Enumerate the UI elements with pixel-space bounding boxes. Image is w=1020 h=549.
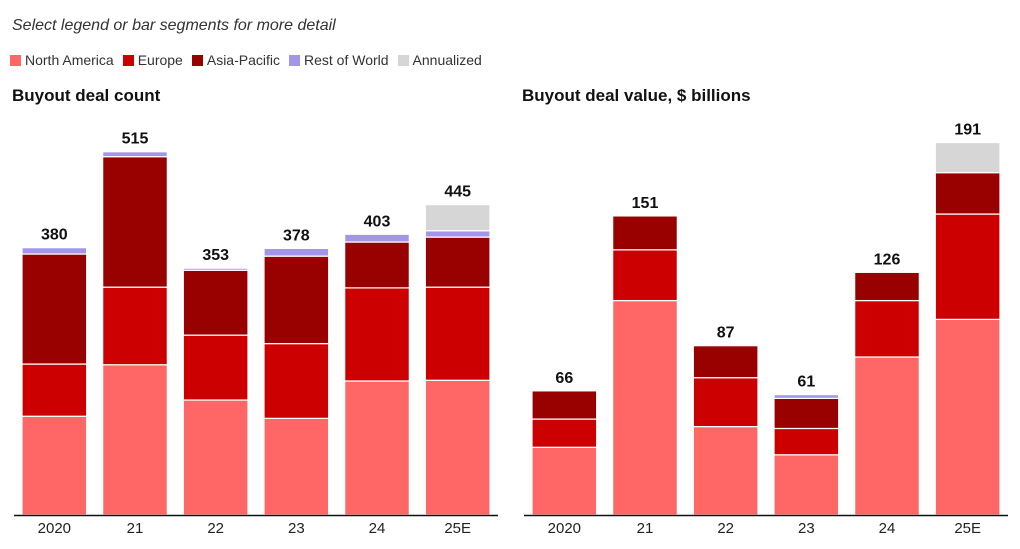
bar-total-label: 191	[954, 122, 981, 139]
bar-segment-europe-2020[interactable]	[531, 418, 598, 448]
legend-label: Annualized	[412, 52, 482, 68]
x-tick-label: 24	[879, 520, 896, 537]
bar-segment-rest-of-world-2020[interactable]	[21, 247, 88, 255]
legend-item-asia-pacific[interactable]: Asia-Pacific	[191, 52, 280, 68]
bar-segment-north-america-21[interactable]	[102, 364, 168, 516]
bar-segment-asia-pacific-2020[interactable]	[531, 390, 598, 420]
bar-segment-europe-23[interactable]	[773, 427, 840, 456]
bar-segment-europe-22[interactable]	[692, 377, 759, 428]
bar-total-label: 126	[874, 251, 901, 268]
bar-segment-europe-21[interactable]	[612, 249, 678, 302]
bar-segment-rest-of-world-25e[interactable]	[424, 230, 491, 238]
bar-total-label: 353	[202, 247, 229, 264]
bar-segment-asia-pacific-24[interactable]	[344, 241, 410, 289]
x-tick-label: 25E	[444, 520, 471, 537]
legend-swatch-asia-pacific	[191, 54, 203, 66]
bar-segment-europe-23[interactable]	[263, 342, 330, 419]
deal-count-chart-title: Buyout deal count	[12, 86, 161, 105]
bar-segment-annualized-25e[interactable]	[424, 204, 491, 232]
bar-segment-asia-pacific-23[interactable]	[773, 397, 840, 430]
bar-segment-north-america-2020[interactable]	[531, 446, 598, 516]
bar-segment-north-america-22[interactable]	[182, 399, 249, 516]
legend-item-europe[interactable]: Europe	[122, 52, 183, 68]
bar-segment-rest-of-world-23[interactable]	[773, 394, 840, 399]
deal-value-chart: 66 2020 151 21 87 22 61 23 126 24 191 25E	[524, 122, 1008, 537]
bar-segment-north-america-2020[interactable]	[21, 415, 88, 516]
deal-count-chart: 380 2020 515 21 353 22 378 23 403 24 445 25E	[14, 131, 498, 537]
bar-total-label: 403	[364, 213, 391, 230]
bar-segment-north-america-22[interactable]	[692, 425, 759, 516]
x-tick-label: 22	[207, 520, 224, 537]
legend-item-north-america[interactable]: North America	[10, 52, 114, 68]
bar-segment-north-america-25e[interactable]	[424, 379, 491, 516]
bar-segment-rest-of-world-24[interactable]	[344, 233, 410, 243]
bar-segment-europe-22[interactable]	[182, 334, 249, 401]
bar-segment-north-america-24[interactable]	[854, 356, 920, 516]
x-tick-label: 21	[637, 520, 654, 537]
bar-total-label: 380	[41, 227, 68, 244]
bar-segment-asia-pacific-24[interactable]	[854, 271, 920, 302]
bar-segment-europe-25e[interactable]	[934, 213, 1001, 320]
bar-total-label: 61	[797, 374, 815, 391]
bar-total-label: 378	[283, 227, 310, 244]
bar-total-label: 151	[632, 195, 659, 212]
chart-subtitle: Select legend or bar segments for more d…	[12, 17, 336, 34]
bar-segment-asia-pacific-25e[interactable]	[934, 172, 1001, 215]
x-tick-label: 23	[288, 520, 305, 537]
bar-segment-north-america-25e[interactable]	[934, 318, 1001, 516]
legend-label: Asia-Pacific	[206, 52, 280, 68]
bar-segment-rest-of-world-23[interactable]	[263, 247, 330, 257]
legend-swatch-annualized	[397, 54, 409, 66]
bar-segment-asia-pacific-23[interactable]	[263, 255, 330, 345]
legend-swatch-europe	[122, 54, 134, 66]
deal-value-chart-title: Buyout deal value, $ billions	[522, 86, 751, 105]
bar-segment-europe-21[interactable]	[102, 286, 168, 366]
bar-segment-north-america-21[interactable]	[612, 299, 678, 516]
bar-segment-europe-2020[interactable]	[21, 363, 88, 417]
bar-segment-europe-24[interactable]	[854, 299, 920, 358]
x-tick-label: 22	[717, 520, 734, 537]
legend: North America Europe Asia-Pacific Rest o…	[10, 52, 482, 68]
legend-label: Rest of World	[304, 52, 389, 68]
bar-segment-europe-24[interactable]	[344, 287, 410, 382]
bar-segment-europe-25e[interactable]	[424, 286, 491, 381]
x-tick-label: 25E	[954, 520, 981, 537]
bar-segment-asia-pacific-21[interactable]	[102, 156, 168, 288]
x-tick-label: 2020	[38, 520, 71, 537]
legend-label: North America	[25, 52, 114, 68]
bar-segment-annualized-25e[interactable]	[934, 141, 1001, 174]
x-tick-label: 23	[798, 520, 815, 537]
bar-segment-north-america-24[interactable]	[344, 380, 410, 516]
bar-segment-asia-pacific-22[interactable]	[182, 269, 249, 336]
legend-item-annualized[interactable]: Annualized	[397, 52, 482, 68]
x-tick-label: 24	[369, 520, 386, 537]
bar-segment-asia-pacific-2020[interactable]	[21, 253, 88, 365]
x-tick-label: 21	[127, 520, 144, 537]
bar-total-label: 445	[444, 184, 471, 201]
legend-swatch-north-america	[10, 54, 21, 66]
bar-total-label: 515	[122, 131, 149, 148]
bar-segment-asia-pacific-22[interactable]	[692, 345, 759, 379]
bar-segment-rest-of-world-21[interactable]	[102, 151, 168, 158]
bar-segment-asia-pacific-25e[interactable]	[424, 236, 491, 288]
x-tick-label: 2020	[548, 520, 581, 537]
legend-item-rest-of-world[interactable]: Rest of World	[289, 52, 389, 68]
bar-segment-rest-of-world-22[interactable]	[182, 267, 249, 271]
bar-total-label: 87	[717, 325, 735, 342]
legend-label: Europe	[137, 52, 183, 68]
bar-total-label: 66	[555, 370, 573, 387]
legend-swatch-rest-of-world	[289, 54, 300, 66]
bar-segment-north-america-23[interactable]	[773, 454, 840, 516]
bar-segment-north-america-23[interactable]	[263, 417, 330, 516]
bar-segment-asia-pacific-21[interactable]	[612, 215, 678, 251]
